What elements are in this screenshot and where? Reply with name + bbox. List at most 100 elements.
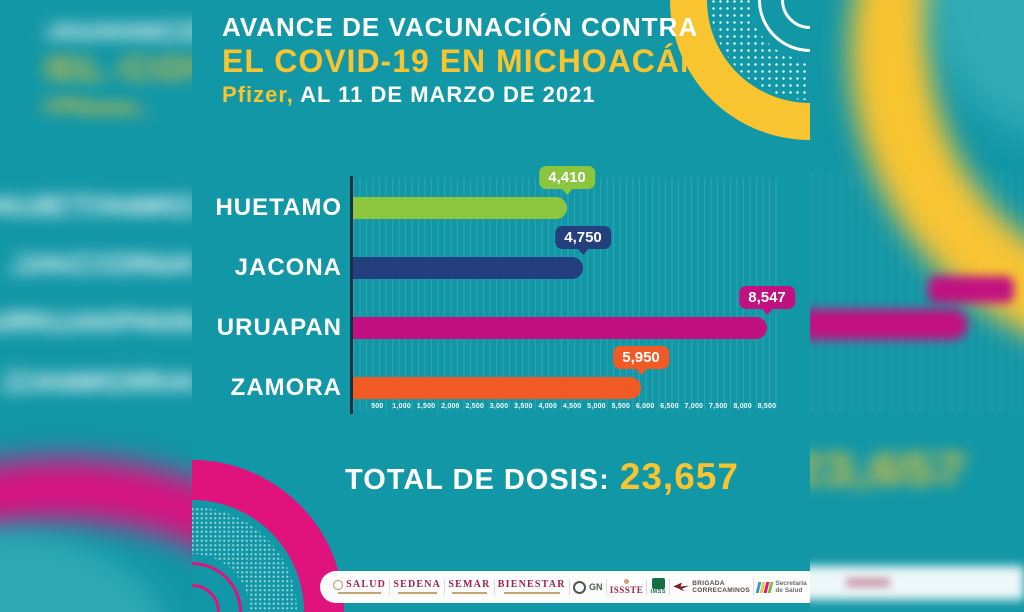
- category-label: URUAPAN: [216, 314, 342, 341]
- axis-tick-label: 1,000: [392, 403, 411, 410]
- value-badge-uruapan: 8,547: [739, 286, 795, 315]
- logo-semar: SEMAR: [448, 580, 490, 594]
- axis-tick-label: 1,500: [416, 403, 436, 410]
- value-label: 4,750: [564, 229, 602, 246]
- bar-jacona: [353, 257, 583, 279]
- salud-subtext-bar: [337, 592, 382, 594]
- header: AVANCE DE VACUNACIÓN CONTRA EL COVID-19 …: [222, 12, 705, 107]
- footer-divider: [493, 579, 495, 595]
- logo-secretaria-salud-michoacan: Secretaría de Salud: [755, 579, 807, 595]
- value-badge-jacona: 4,750: [555, 226, 611, 255]
- blurred-city-zamora: ZAMORA: [2, 366, 200, 399]
- bar-zamora: [353, 377, 641, 399]
- sedena-label: SEDENA: [393, 579, 442, 590]
- blurred-bar: [804, 309, 968, 340]
- footer-divider: [669, 579, 671, 595]
- badge-pointer: [576, 248, 589, 255]
- axis-tick-label: 3,000: [489, 403, 509, 410]
- blurred-total-number: 23,657: [790, 443, 966, 495]
- axis-tick-label: 4,500: [562, 403, 582, 410]
- axis-tick-label: 8,000: [733, 403, 752, 410]
- footer-divider: [389, 579, 391, 595]
- title-line1: AVANCE DE VACUNACIÓN CONTRA: [222, 12, 699, 42]
- title-line3: Pfizer, AL 11 DE MARZO DE 2021: [222, 83, 704, 106]
- value-label: 4,410: [548, 169, 586, 186]
- axis-tick-label: 2,000: [441, 403, 460, 410]
- bar-huetamo: [353, 197, 567, 219]
- axis-tick-label: 6,000: [635, 403, 655, 410]
- axis-tick-label: 7,000: [684, 403, 704, 410]
- michoacan-colibri-icon: [755, 581, 774, 593]
- value-label: 5,950: [622, 349, 660, 366]
- blurred-footer-logos: [846, 578, 890, 587]
- logo-sedena: SEDENA: [393, 580, 441, 594]
- logo-bienestar: BIENESTAR: [498, 580, 566, 594]
- imss-label: IMSS: [650, 589, 666, 596]
- roadrunner-icon: [673, 582, 690, 592]
- total-doses: TOTAL DE DOSIS: 23,657: [302, 456, 782, 498]
- footer-divider: [646, 579, 648, 595]
- category-label: HUETAMO: [215, 194, 342, 221]
- footer-divider: [444, 579, 446, 595]
- x-axis-tick-labels: 500 1,000 1,500 2,000 2,500 3,000 3,500 4,000 4,…: [353, 403, 781, 415]
- brigada-line2: CORRECAMINOS: [692, 587, 751, 594]
- footer-divider: [568, 579, 570, 595]
- value-badge-huetamo: 4,410: [539, 166, 595, 195]
- y-axis-line: [350, 176, 353, 414]
- axis-tick-label: 8,500: [757, 403, 777, 410]
- sedena-subtext-bar: [397, 592, 437, 594]
- title-pfizer: Pfizer,: [222, 82, 294, 108]
- blurred-city-jacona: JACONA: [9, 248, 200, 281]
- title-line2: EL COVID-19 EN MICHOACÁN: [222, 42, 705, 79]
- value-label: 8,547: [748, 289, 786, 306]
- axis-tick-label: 5,500: [611, 403, 631, 410]
- footer-logo-bar: SALUD SEDENA SEMAR BIENESTAR GN: [320, 571, 810, 603]
- blurred-city-huetamo: HUETAMO: [0, 190, 200, 223]
- salud-label: SALUD: [346, 579, 387, 590]
- blurred-city-uruapan: URUAPAN: [0, 306, 200, 339]
- semar-subtext-bar: [452, 592, 487, 594]
- value-badge-zamora: 5,950: [613, 346, 669, 375]
- badge-pointer: [760, 308, 773, 315]
- logo-imss: IMSS: [651, 578, 666, 596]
- gn-eagle-icon: [572, 580, 586, 594]
- bienestar-label: BIENESTAR: [497, 579, 566, 590]
- bienestar-subtext-bar: [503, 592, 560, 594]
- infographic-panel: AVANCE DE VACUNACIÓN CONTRA EL COVID-19 …: [192, 0, 810, 612]
- badge-pointer: [634, 368, 647, 375]
- semar-label: SEMAR: [448, 579, 491, 590]
- badge-pointer: [560, 188, 573, 195]
- footer-divider: [605, 579, 607, 595]
- issste-label: ISSSTE: [609, 585, 644, 595]
- imss-emblem-icon: [651, 578, 665, 590]
- logo-issste: ISSSTE: [610, 579, 644, 595]
- axis-tick-label: 2,500: [465, 403, 485, 410]
- gn-label: GN: [588, 582, 603, 592]
- axis-tick-label: 4,000: [538, 403, 558, 410]
- logo-salud: SALUD: [333, 580, 386, 594]
- brigada-line1: BRIGADA: [692, 579, 725, 587]
- secretaria-line2: de Salud: [775, 587, 803, 594]
- title-date: AL 11 DE MARZO DE 2021: [293, 82, 596, 108]
- blurred-title-line3: Pfizer,: [47, 94, 146, 121]
- axis-tick-label: 6,500: [660, 403, 679, 410]
- footer-divider: [753, 579, 755, 595]
- bar-chart: HUETAMO 4,410 JACONA 4,750 URUAPAN 8,547…: [192, 0, 810, 612]
- total-label: TOTAL DE DOSIS:: [345, 464, 610, 496]
- gov-seal-icon: [333, 580, 344, 590]
- bar-uruapan: [353, 317, 767, 339]
- axis-tick-label: 7,500: [708, 403, 728, 410]
- category-label: JACONA: [234, 254, 342, 281]
- blurred-value-badge: [928, 276, 1014, 303]
- secretaria-line1: Secretaría: [775, 579, 807, 587]
- axis-tick-label: 5,000: [587, 403, 606, 410]
- logo-gn: GN: [572, 580, 603, 594]
- issste-eagle-icon: [623, 579, 629, 584]
- category-label: ZAMORA: [230, 374, 342, 401]
- axis-tick-label: 3,500: [514, 403, 533, 410]
- total-value: 23,657: [619, 456, 739, 497]
- axis-tick-label: 500: [371, 403, 384, 410]
- blurred-footer-band: [800, 566, 1024, 600]
- logo-brigada-correcaminos: BRIGADA CORRECAMINOS: [673, 580, 750, 595]
